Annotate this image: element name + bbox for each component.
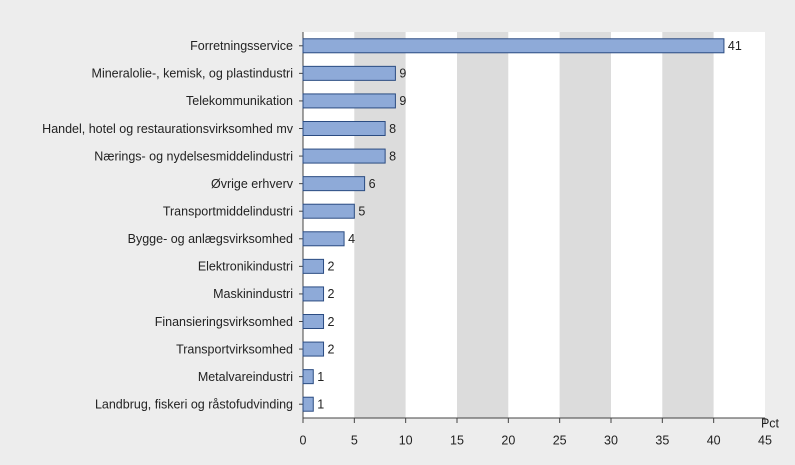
data-label: 9: [399, 67, 406, 81]
x-tick-label: 25: [553, 433, 567, 447]
data-label: 4: [348, 232, 355, 246]
y-tick-label: Mineralolie-, kemisk, og plastindustri: [92, 67, 293, 81]
grid-band: [457, 32, 509, 418]
y-tick-label: Finansieringsvirksomhed: [155, 315, 293, 329]
x-axis-label: Pct: [761, 416, 780, 430]
x-tick-label: 45: [758, 433, 772, 447]
grid-band: [662, 32, 714, 418]
y-tick-label: Transportvirksomhed: [176, 342, 293, 356]
grid-band: [303, 32, 355, 418]
bar: [302, 203, 355, 219]
grid-band: [508, 32, 560, 418]
bar: [302, 93, 396, 109]
y-tick-label: Metalvareindustri: [198, 370, 293, 384]
bar: [302, 341, 325, 357]
x-tick-label: 15: [450, 433, 464, 447]
bar: [302, 314, 325, 329]
data-label: 1: [317, 398, 324, 412]
data-label: 2: [328, 315, 335, 329]
data-label: 5: [358, 205, 365, 219]
y-tick-label: Maskinindustri: [213, 287, 293, 301]
data-label: 41: [728, 39, 742, 53]
y-tick-label: Transportmiddelindustri: [163, 205, 293, 219]
x-tick-label: 30: [604, 433, 618, 447]
data-label: 1: [317, 370, 324, 384]
bar: [302, 231, 345, 247]
x-tick-label: 35: [655, 433, 669, 447]
y-tick-label: Nærings- og nydelsesmiddelindustri: [94, 149, 293, 163]
data-label: 8: [389, 149, 396, 163]
y-tick-label: Telekommunikation: [186, 94, 293, 108]
x-tick-label: 20: [501, 433, 515, 447]
data-label: 2: [328, 260, 335, 274]
y-tick-label: Bygge- og anlægsvirksomhed: [128, 232, 293, 246]
data-label: 2: [328, 342, 335, 356]
x-tick-label: 10: [399, 433, 413, 447]
bar: [302, 176, 366, 192]
bar: [302, 121, 386, 136]
y-tick-label: Forretningsservice: [190, 39, 293, 53]
bar: [302, 38, 725, 54]
y-tick-label: Landbrug, fiskeri og råstofudvinding: [95, 398, 293, 412]
bar: [302, 286, 325, 302]
data-label: 6: [369, 177, 376, 191]
grid-band: [713, 32, 765, 418]
bar: [302, 396, 314, 412]
grid-band: [559, 32, 611, 418]
data-label: 2: [328, 287, 335, 301]
y-tick-label: Elektronikindustri: [198, 260, 293, 274]
grid-band: [405, 32, 457, 418]
x-tick-label: 40: [707, 433, 721, 447]
x-tick-label: 5: [351, 433, 358, 447]
bar: [302, 258, 325, 274]
x-tick-label: 0: [300, 433, 307, 447]
data-label: 8: [389, 122, 396, 136]
bar: [302, 369, 314, 385]
bar: [302, 148, 386, 164]
y-tick-label: Handel, hotel og restaurationsvirksomhed…: [42, 122, 294, 136]
bar: [302, 65, 396, 81]
data-label: 9: [399, 94, 406, 108]
grid-band: [611, 32, 663, 418]
y-tick-label: Øvrige erhverv: [211, 177, 294, 191]
grid-band: [354, 32, 406, 418]
